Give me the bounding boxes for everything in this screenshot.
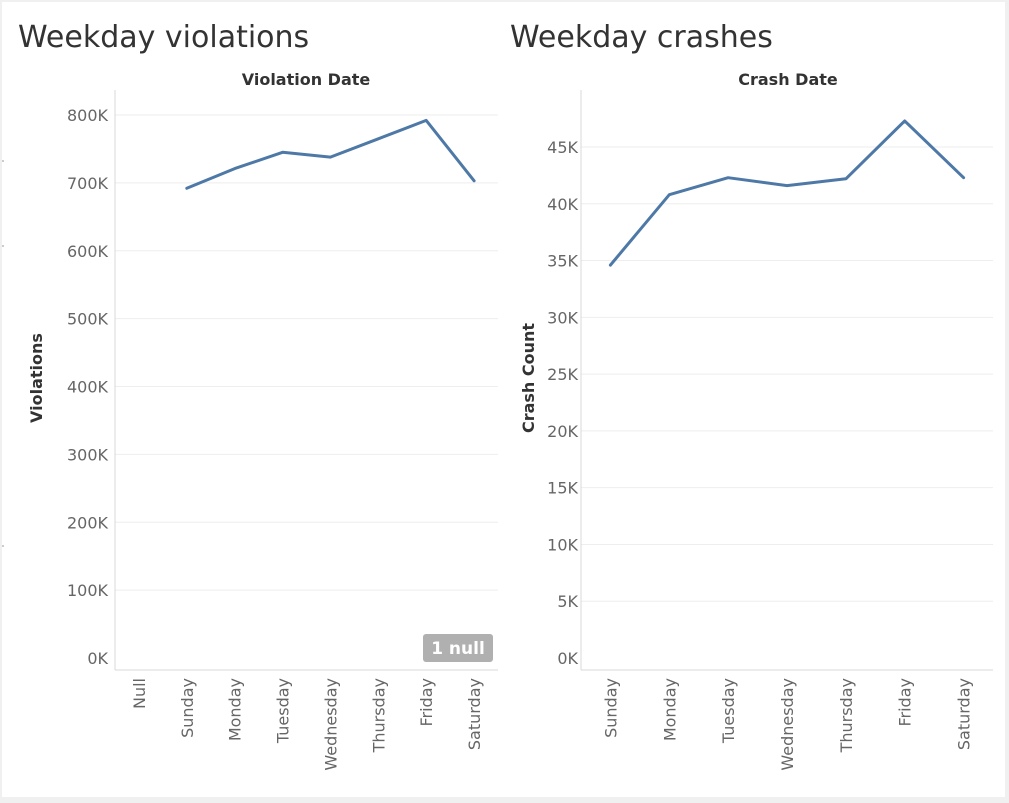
series-line[interactable] — [608, 119, 966, 267]
y-tick-label: 600K — [67, 242, 109, 261]
y-tick-label: 45K — [547, 138, 578, 157]
column-header: Crash Date — [738, 70, 838, 89]
edge-mark — [2, 245, 4, 247]
edge-mark — [2, 160, 4, 162]
null-badge-label[interactable]: 1 null — [431, 639, 485, 659]
y-axis-title: Violations — [27, 333, 46, 423]
x-tick-label: Friday — [896, 678, 915, 727]
x-tick-label: Null — [130, 678, 149, 709]
edge-mark — [2, 545, 4, 547]
null-badge-bg[interactable] — [423, 634, 493, 662]
y-tick-label: 300K — [67, 445, 109, 464]
y-tick-label: 30K — [547, 308, 578, 327]
x-tick-label: Saturday — [955, 678, 974, 750]
y-tick-label: 5K — [557, 592, 578, 611]
x-tick-label: Monday — [660, 678, 679, 741]
column-header: Violation Date — [242, 70, 371, 89]
y-tick-label: 0K — [87, 649, 108, 668]
y-tick-label: 35K — [547, 252, 578, 271]
x-tick-label: Thursday — [837, 678, 856, 753]
y-tick-label: 20K — [547, 422, 578, 441]
series-line[interactable] — [185, 118, 476, 190]
x-tick-label: Thursday — [369, 678, 388, 753]
x-tick-label: Tuesday — [719, 678, 738, 744]
x-tick-label: Friday — [417, 678, 436, 727]
y-tick-label: 15K — [547, 479, 578, 498]
y-tick-label: 40K — [547, 195, 578, 214]
y-tick-label: 800K — [67, 106, 109, 125]
y-tick-label: 100K — [67, 581, 109, 600]
sheet-title: Weekday violations — [18, 20, 310, 55]
y-tick-label: 10K — [547, 535, 578, 554]
violations-sheet: Weekday violations Violation Date Violat… — [2, 2, 502, 797]
crashes-chart[interactable]: Crash Date Crash Count 0K 5K 10K 15K 20K 25K 3… — [494, 2, 1005, 797]
y-tick-label: 0K — [557, 649, 578, 668]
y-tick-label: 500K — [67, 310, 109, 329]
y-tick-label: 700K — [67, 174, 109, 193]
y-tick-label: 400K — [67, 378, 109, 397]
x-tick-label: Saturday — [465, 678, 484, 750]
violations-chart[interactable]: Violation Date Violations 0K 100K 200K 300K… — [2, 2, 502, 797]
x-tick-label: Sunday — [601, 678, 620, 738]
sheet-title: Weekday crashes — [510, 20, 773, 55]
null-indicator-badge[interactable]: 1 null — [423, 634, 493, 662]
x-tick-label: Tuesday — [274, 678, 293, 744]
crashes-sheet: Weekday crashes Crash Date Crash Count 0… — [494, 2, 1005, 797]
x-tick-label: Wednesday — [778, 678, 797, 771]
x-tick-label: Sunday — [178, 678, 197, 738]
y-tick-label: 200K — [67, 513, 109, 532]
y-tick-label: 25K — [547, 365, 578, 384]
y-axis-title: Crash Count — [519, 323, 538, 433]
x-tick-label: Wednesday — [321, 678, 340, 771]
x-tick-label: Monday — [226, 678, 245, 741]
